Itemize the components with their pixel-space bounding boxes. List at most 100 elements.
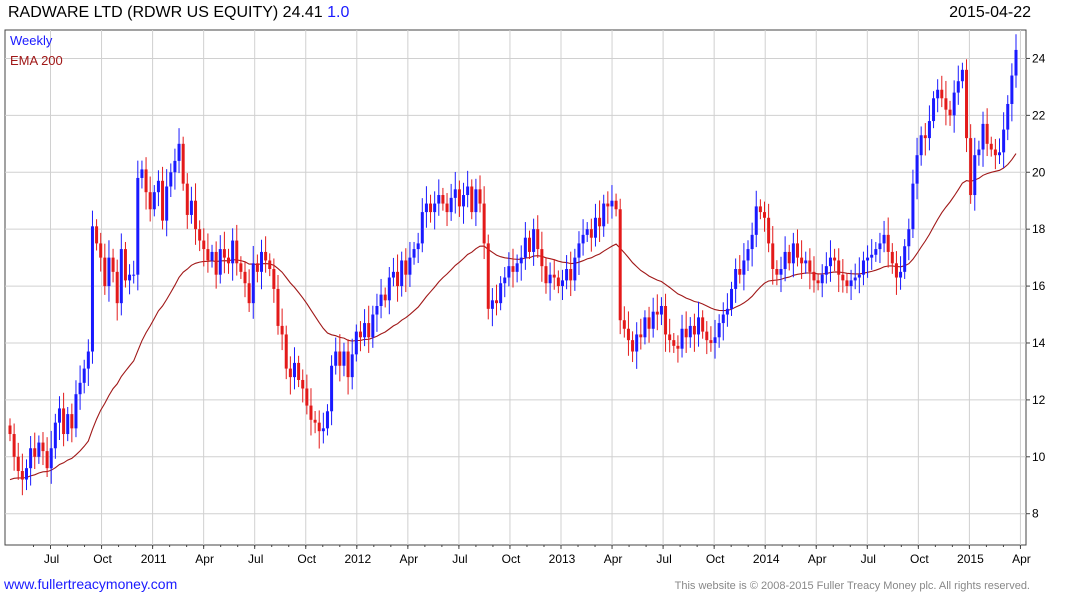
y-axis: 8 10 12 14 16 18 20 22 24: [1026, 51, 1046, 521]
plot-frame: [4, 29, 1027, 546]
candle-body: [717, 323, 721, 338]
x-tick-label: 2012: [344, 552, 371, 566]
candle-body: [156, 180, 160, 193]
candle-body: [795, 243, 799, 258]
candle-body: [787, 251, 791, 264]
candle-body: [861, 260, 865, 275]
candle-body: [441, 195, 445, 204]
candle-body: [486, 243, 490, 309]
candle-body: [181, 143, 185, 184]
x-tick-label: Jul: [44, 552, 59, 566]
ema-200-line: [9, 153, 1017, 481]
candle-body: [552, 274, 556, 278]
candle-body: [214, 251, 218, 275]
site-link[interactable]: www.fullertreacymoney.com: [4, 576, 178, 592]
candle-body: [264, 251, 268, 261]
x-tick-label: Oct: [93, 552, 112, 566]
candle-body: [132, 274, 136, 276]
candle-body: [560, 280, 564, 287]
candle-body: [540, 249, 544, 267]
candle-body: [956, 81, 960, 93]
candle-body: [177, 143, 181, 161]
x-tick-label: Jul: [452, 552, 467, 566]
candle-body: [960, 69, 964, 82]
candle-body: [800, 257, 804, 264]
candle-body: [239, 263, 243, 272]
candle-body: [866, 257, 870, 261]
x-tick-label: 2013: [549, 552, 576, 566]
candle-body: [585, 229, 589, 235]
candle-body: [346, 351, 350, 378]
copyright-notice: This website is © 2008-2015 Fuller Treac…: [674, 580, 1030, 592]
candle-body: [8, 425, 12, 435]
candle-body: [358, 331, 362, 338]
candle-body: [923, 135, 927, 139]
candle-body: [90, 226, 94, 352]
candle-body: [152, 192, 156, 210]
candle-body: [882, 234, 886, 244]
candle-body: [433, 203, 437, 213]
candle-body: [462, 195, 466, 207]
candle-body: [833, 257, 837, 261]
candle-body: [305, 388, 309, 406]
candle-body: [288, 368, 292, 378]
candle-body: [771, 243, 775, 270]
x-tick-label: Oct: [502, 552, 521, 566]
candle-body: [227, 257, 231, 264]
candle-body: [812, 271, 816, 281]
candle-body: [532, 229, 536, 252]
candle-body: [738, 269, 742, 275]
candle-body: [276, 288, 280, 326]
candle-body: [985, 123, 989, 144]
candle-body: [499, 283, 503, 304]
candle-body: [849, 280, 853, 287]
candle-body: [140, 169, 144, 178]
y-tick-label: 18: [1032, 222, 1046, 236]
candle-body: [655, 311, 659, 315]
candle-body: [565, 269, 569, 281]
candle-body: [622, 320, 626, 329]
candle-body: [618, 209, 622, 321]
candle-body: [602, 203, 606, 227]
candle-body: [556, 277, 560, 287]
candle-body: [490, 300, 494, 309]
candle-body: [342, 351, 346, 366]
candle-body: [301, 379, 305, 389]
candle-body: [981, 123, 985, 150]
candle-body: [845, 280, 849, 287]
candle-body: [870, 254, 874, 258]
change-value: 1.0: [327, 4, 350, 21]
candle-body: [194, 200, 198, 230]
candle-body: [1014, 49, 1018, 76]
candle-body: [445, 203, 449, 213]
y-tick-label: 20: [1032, 165, 1046, 179]
candle-body: [466, 186, 470, 196]
candle-body: [993, 149, 997, 156]
x-tick-label: 2011: [141, 552, 167, 566]
chart-title: RADWARE LTD (RDWR US EQUITY) 24.41 1.0: [8, 4, 349, 22]
candle-body: [391, 271, 395, 278]
candle-body: [523, 237, 527, 258]
candle-body: [255, 263, 259, 272]
candle-body: [940, 89, 944, 99]
candle-body: [878, 243, 882, 250]
candle-body: [598, 217, 602, 227]
candle-body: [569, 269, 573, 281]
candle-body: [998, 152, 1002, 156]
candle-body: [647, 317, 651, 329]
candle-body: [189, 200, 193, 215]
y-tick-label: 8: [1032, 507, 1039, 521]
candle-body: [965, 69, 969, 139]
candle-body: [734, 269, 738, 289]
candle-body: [857, 274, 861, 278]
candle-body: [763, 212, 766, 218]
candle-body: [420, 212, 424, 244]
candle-body: [589, 229, 593, 238]
candle-body: [363, 323, 367, 338]
x-tick-label: Jul: [248, 552, 263, 566]
candle-body: [20, 471, 24, 480]
candle-body: [676, 345, 680, 349]
candle-body: [536, 229, 540, 250]
candle-body: [614, 200, 618, 210]
